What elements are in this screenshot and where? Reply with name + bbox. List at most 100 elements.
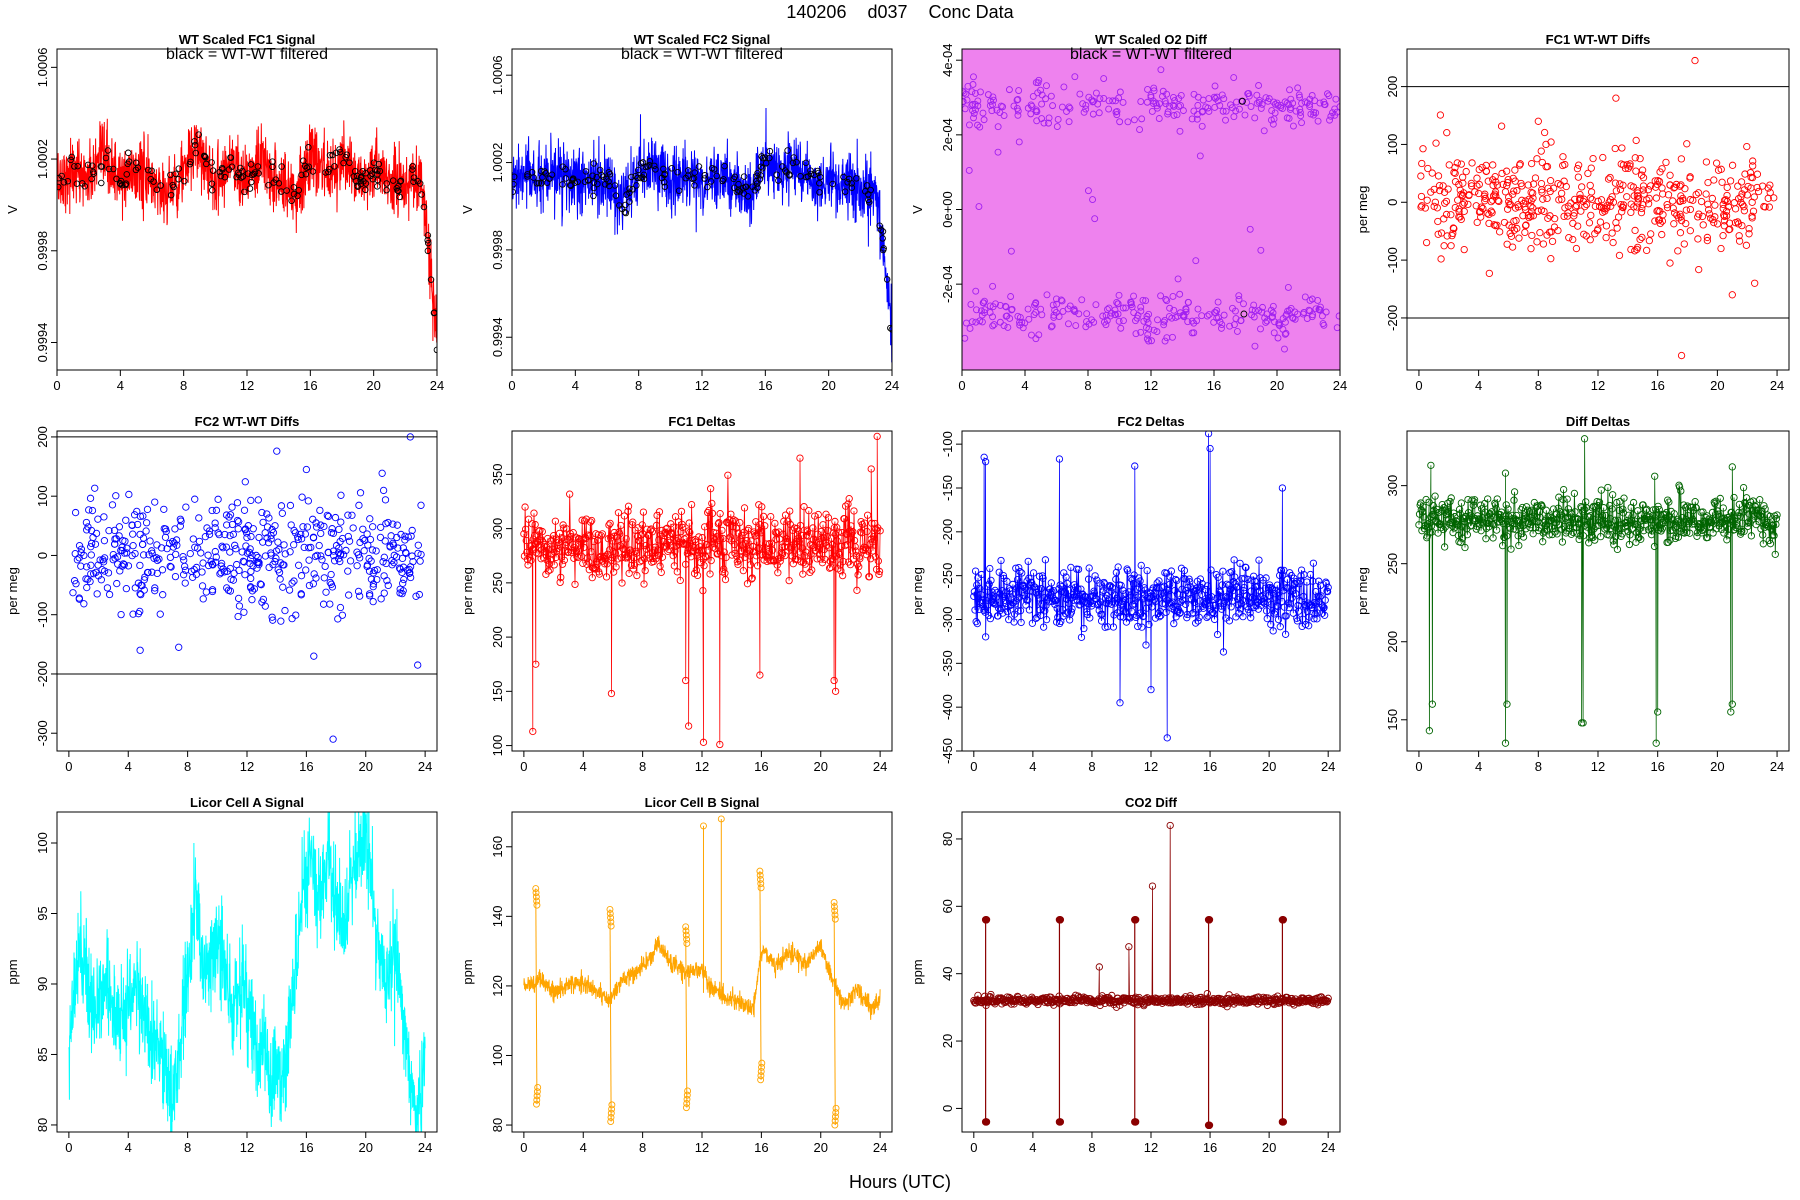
y-tick-label: 100 — [35, 485, 50, 507]
data-point — [128, 521, 136, 530]
series-point-upper — [1287, 95, 1295, 103]
data-point — [1694, 189, 1703, 197]
series-point-upper — [1193, 115, 1201, 123]
filtered-point — [145, 166, 152, 174]
data-point — [1051, 600, 1059, 609]
data-point — [981, 633, 990, 641]
data-point — [1597, 486, 1605, 494]
chart-title: CO2 Diff — [1125, 795, 1178, 810]
data-point — [1580, 435, 1589, 443]
filtered-point — [353, 172, 361, 180]
filtered-point — [409, 166, 416, 173]
data-point — [1759, 540, 1767, 548]
data-point — [1708, 194, 1716, 203]
series-point-upper — [1222, 116, 1229, 124]
y-tick-label: -200 — [35, 661, 50, 687]
data-point — [1293, 617, 1302, 625]
data-point — [1577, 207, 1585, 215]
data-point — [1735, 237, 1744, 245]
data-point — [786, 507, 794, 515]
series-point-upper — [972, 106, 980, 114]
event-point-high — [831, 915, 839, 923]
x-tick-label: 0 — [1415, 378, 1422, 393]
series-point-upper — [1199, 96, 1207, 104]
y-tick-label: 0.9994 — [490, 317, 505, 357]
data-point — [1616, 180, 1624, 188]
data-point — [1176, 608, 1184, 617]
data-point — [97, 576, 105, 584]
data-point — [204, 561, 213, 570]
data-point — [1493, 526, 1501, 534]
data-point — [1728, 463, 1736, 471]
y-tick-label: 2e-04 — [940, 118, 955, 151]
y-tick-label: -2e-04 — [940, 265, 955, 303]
data-point — [263, 510, 271, 518]
filtered-point — [707, 178, 715, 185]
event-point-low — [831, 1113, 839, 1121]
y-tick-label: 0e+00 — [940, 191, 955, 228]
data-point — [269, 616, 277, 624]
data-point — [139, 534, 148, 542]
filtered-point — [309, 168, 317, 175]
data-point — [1473, 174, 1481, 182]
data-point — [828, 554, 836, 563]
series-point-upper — [1320, 101, 1328, 108]
data-point — [83, 526, 91, 534]
event-point-low — [758, 1063, 765, 1071]
data-point — [1185, 575, 1193, 583]
data-point — [166, 553, 175, 562]
data-point — [1735, 508, 1743, 517]
data-point — [176, 515, 185, 523]
data-point — [231, 541, 239, 549]
filtered-point — [424, 247, 432, 255]
data-point — [153, 569, 161, 578]
data-point — [1474, 519, 1482, 527]
data-point — [1148, 603, 1156, 611]
data-point — [1654, 708, 1662, 716]
event-point-high — [757, 880, 765, 888]
data-point — [1125, 943, 1133, 951]
filtered-point — [383, 180, 390, 187]
data-point — [1206, 601, 1214, 609]
data-point — [75, 594, 83, 602]
data-point — [1711, 201, 1719, 209]
data-point — [1559, 485, 1568, 494]
data-point — [129, 542, 137, 550]
series-point-lower — [1335, 312, 1340, 320]
data-point — [846, 560, 855, 569]
data-point — [259, 538, 267, 546]
x-tick-label: 20 — [814, 1140, 828, 1155]
filtered-point — [642, 163, 650, 171]
plot-area — [1417, 56, 1778, 360]
data-point — [1536, 229, 1544, 237]
filtered-point — [191, 141, 199, 149]
series-point-upper — [1312, 109, 1320, 117]
data-point — [1508, 243, 1517, 251]
data-point — [1545, 531, 1553, 539]
series-point-upper — [1265, 95, 1273, 103]
series-point-lower — [1220, 311, 1228, 319]
data-point — [120, 549, 129, 557]
data-point — [1165, 994, 1173, 1002]
data-point — [1071, 583, 1080, 591]
data-point — [819, 534, 828, 542]
series-point-upper — [1159, 92, 1166, 100]
y-tick-label: -300 — [940, 606, 955, 632]
data-point — [169, 543, 178, 551]
data-point — [1773, 511, 1781, 519]
series-point-lower — [996, 318, 1004, 326]
data-point — [197, 549, 205, 557]
series-point-lower — [1314, 297, 1322, 304]
data-point — [551, 517, 560, 525]
data-point — [862, 550, 871, 559]
data-point — [329, 529, 338, 538]
data-point — [1150, 596, 1158, 604]
data-point — [635, 536, 643, 545]
data-point — [1297, 566, 1306, 574]
series-point-upper — [1010, 102, 1018, 110]
series-point-lower — [1120, 317, 1127, 325]
data-point — [1239, 612, 1247, 621]
data-point — [1738, 527, 1746, 535]
filtered-point — [562, 175, 570, 182]
series-point-upper — [1283, 114, 1291, 122]
